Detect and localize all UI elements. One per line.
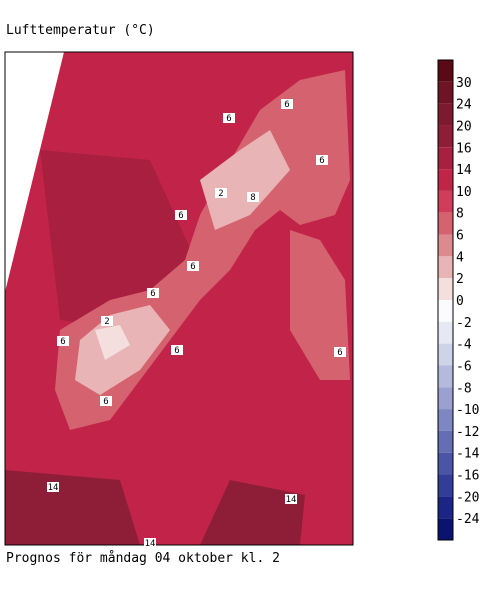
contour-label-box [247,192,259,202]
legend-tick-label: -8 [456,381,472,396]
legend-tick-label: -10 [456,403,479,418]
contour-label-box [57,336,69,346]
legend-swatch [438,387,453,410]
contour-label: 6 [284,100,289,110]
legend-swatch [438,60,453,82]
legend-tick-label: 2 [456,272,464,287]
legend-swatch [438,343,453,366]
legend-swatch [438,103,453,126]
contour-label-box [316,155,328,165]
warm-region [200,480,305,545]
legend-tick-label: 10 [456,185,472,200]
land-coldest-region [95,325,130,360]
legend-swatch [438,169,453,191]
legend-tick-label: -20 [456,490,479,505]
contour-label-box [175,210,187,220]
legend-tick-label: -16 [456,469,479,484]
legend-swatch [438,452,453,475]
legend-swatch [438,234,453,257]
contour-label-box [47,482,59,492]
legend-swatch [438,190,453,213]
legend-tick-label: 8 [456,207,464,222]
contour-label: 6 [150,289,155,299]
legend-tick-label: -2 [456,316,472,331]
legend-swatch [438,125,453,148]
contour-label-box [100,396,112,406]
legend-tick-label: -12 [456,425,479,440]
legend-swatch [438,321,453,344]
legend-tick-label: 0 [456,294,464,309]
map: 6 6 6 2 8 6 6 6 2 6 6 6 6 14 14 14 [4,51,354,549]
contour-label: 6 [178,211,183,221]
contour-label-box [215,188,227,198]
legend-swatch [438,81,453,104]
contour-label-box [223,113,235,123]
land-cool-region [290,230,350,380]
contour-label-box [281,99,293,109]
warm-region [5,470,140,545]
contour-label: 6 [226,114,231,124]
legend-tick-label: 16 [456,141,472,156]
legend-tick-label: 20 [456,119,472,134]
contour-label-box [147,288,159,298]
legend-swatch [438,496,453,519]
legend-swatch [438,474,453,497]
contour-label: 6 [319,156,324,166]
contour-label: 6 [60,337,65,347]
legend-tick-label: 30 [456,76,472,91]
contour-label-box [101,316,113,326]
contour-label: 2 [218,189,223,199]
contour-label: 8 [250,193,255,203]
legend-swatch [438,365,453,388]
contour-label: 14 [48,483,59,493]
contour-label-box [285,494,297,504]
map-frame [4,51,354,546]
contour-label: 6 [103,397,108,407]
contour-label: 14 [145,539,156,549]
contour-label: 6 [337,348,342,358]
contour-label: 14 [286,495,297,505]
legend: 30242016141086420-2-4-6-8-10-12-14-16-20… [437,59,480,541]
legend-tick-label: -4 [456,338,472,353]
legend-swatch [438,518,453,540]
contour-label-box [334,347,346,357]
legend-swatch [438,212,453,235]
contour-labels: 6 6 6 2 8 6 6 6 2 6 6 6 6 14 14 14 [47,99,346,549]
legend-tick-label: 24 [456,98,472,113]
contour-label: 6 [174,346,179,356]
contour-label: 6 [190,262,195,272]
contour-label-box [187,261,199,271]
legend-swatch [438,147,453,170]
contour-label: 2 [104,317,109,327]
legend-swatch [438,409,453,431]
legend-tick-label: -6 [456,359,472,374]
legend-tick-label: 14 [456,163,472,178]
legend-tick-label: -24 [456,512,480,527]
no-data-area [5,52,64,292]
legend-tick-label: -14 [456,447,480,462]
legend-swatch [438,256,453,279]
contour-label-box [171,345,183,355]
contour-label-box [144,538,156,548]
legend-frame [437,59,454,541]
legend-swatch [438,430,453,453]
legend-swatch [438,300,453,322]
land-cold-region [200,130,290,230]
title: Lufttemperatur (°C) [6,23,155,38]
legend-tick-label: 6 [456,229,464,244]
legend-swatch [438,278,453,300]
legend-tick-label: 4 [456,250,464,265]
footer-caption: Prognos för måndag 04 oktober kl. 2 [6,551,280,566]
land-cold-region [75,305,170,395]
